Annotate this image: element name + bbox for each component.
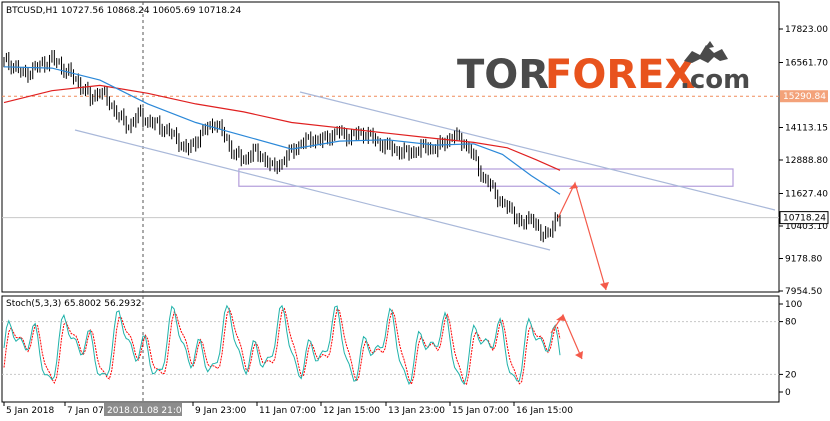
stoch-main-line (3, 304, 561, 386)
logo-com: .com (680, 65, 750, 95)
forecast-arrowhead-up (569, 183, 578, 189)
ma-fast-line (3, 66, 561, 195)
price-axis-label: 16561.70 (785, 58, 828, 68)
crosshair-time-label: 2018.01.08 21:00 (107, 406, 188, 416)
logo-forex: FOREX (545, 52, 695, 98)
bull-bear-icon (684, 41, 728, 63)
crosshair-time-badge (104, 403, 182, 416)
current-price-badge (779, 211, 829, 225)
torforex-logo: TOR FOREX .com (457, 41, 750, 98)
stoch-axis-label: 80 (785, 318, 797, 328)
time-axis-label: 15 Jan 07:00 (452, 406, 509, 416)
ma-slow-line (3, 84, 561, 171)
stoch-axis-label: 20 (785, 370, 797, 380)
time-axis-label: 16 Jan 15:00 (516, 406, 573, 416)
time-axis-label: 9 Jan 23:00 (195, 406, 247, 416)
price-level-label: 15290.84 (783, 92, 826, 102)
stoch-signal-line (3, 307, 561, 386)
price-axis-label: 14113.15 (785, 123, 828, 133)
channel-upper-line (299, 91, 776, 211)
price-axis-label: 12888.80 (785, 156, 828, 166)
stoch-header: Stoch(5,3,3) 65.8002 56.2932 (6, 299, 141, 309)
time-axis-label: 13 Jan 23:00 (388, 406, 445, 416)
stoch-axis-label: 0 (785, 388, 791, 398)
chart-header: BTCUSD,H1 10727.56 10868.24 10605.69 107… (6, 6, 242, 16)
logo-tor: TOR (457, 52, 549, 98)
price-axis-label: 7954.50 (785, 287, 822, 297)
time-axis-label: 7 Jan 07: (67, 406, 107, 416)
price-axis-label: 9178.80 (785, 254, 822, 264)
price-level-badge (780, 90, 828, 103)
stoch-axis-label: 100 (785, 300, 802, 310)
stoch-panel (1, 295, 780, 403)
forecast-arrowhead-down (600, 282, 609, 290)
resistance-zone (238, 168, 734, 187)
channel-lower-line (74, 129, 551, 251)
stoch-arrowhead-down (575, 351, 583, 359)
stoch-arrowhead-up (556, 315, 565, 321)
time-axis-label: 11 Jan 07:00 (259, 406, 316, 416)
price-axis-label: 17823.00 (785, 25, 828, 35)
current-price-label: 10718.24 (783, 214, 826, 224)
price-axis-label: 11627.40 (785, 189, 828, 199)
price-panel (1, 1, 780, 293)
price-axis-label: 10403.10 (785, 222, 828, 232)
time-axis-label: 12 Jan 15:00 (323, 406, 380, 416)
time-axis-label: 5 Jan 2018 (6, 406, 54, 416)
